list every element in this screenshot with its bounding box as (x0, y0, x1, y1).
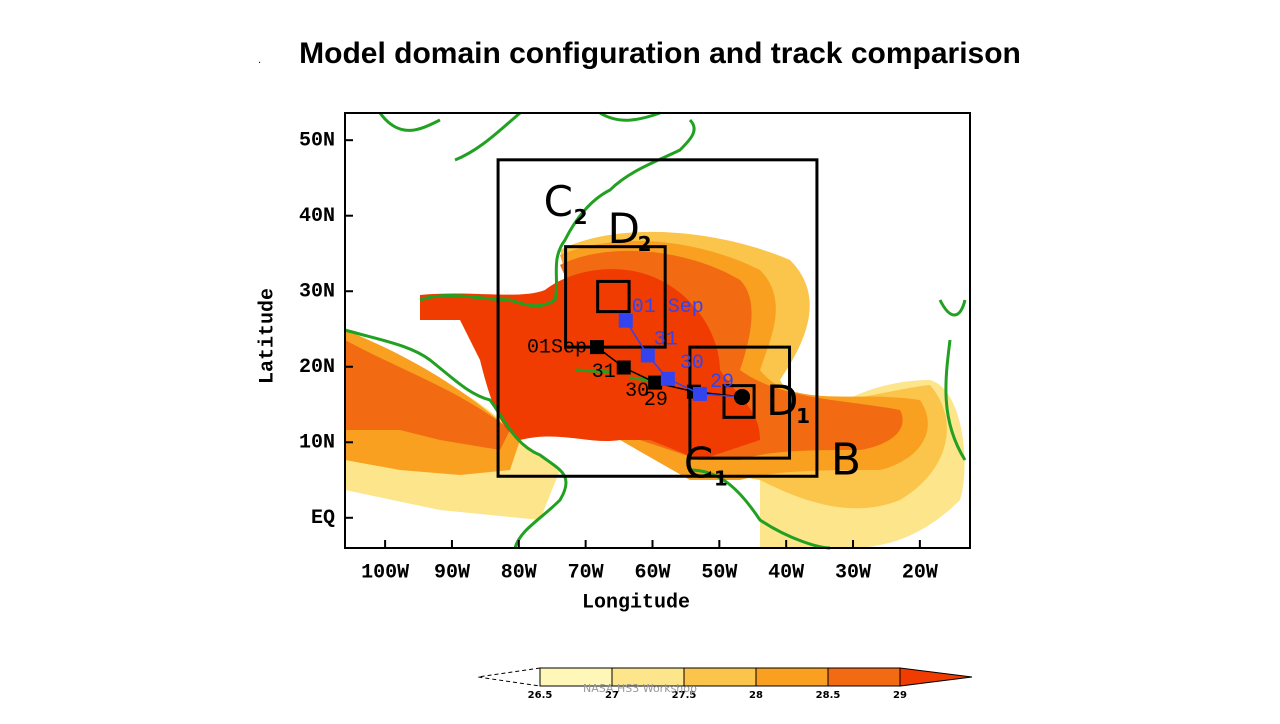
colorbar: 26.5 27 27.5 28 28.5 29 (477, 667, 973, 701)
track-point (640, 348, 655, 363)
colorbar-label: 27.5 (672, 690, 697, 701)
track-point (692, 386, 707, 401)
domain-subscript: 2 (638, 232, 652, 256)
domain-label: C (544, 177, 573, 226)
x-tick-label: 50W (701, 561, 737, 584)
track-label: 30 (680, 352, 704, 375)
track-point (734, 388, 751, 405)
track-label: 29 (644, 389, 668, 412)
y-tick-label: 20N (299, 356, 335, 379)
domain: D2 (596, 204, 652, 314)
x-tick-label: 60W (634, 561, 670, 584)
track-point (590, 340, 605, 355)
colorbar-label: 29 (893, 690, 907, 701)
x-tick-label: 20W (902, 561, 938, 584)
map-frame (344, 112, 971, 549)
colorbar-label: 27 (605, 690, 619, 701)
y-axis-label: Latitude (256, 288, 279, 384)
domain-box (596, 279, 631, 314)
domain: D1 (722, 376, 810, 428)
y-tick-label: EQ (311, 507, 335, 530)
x-tick-label: 40W (768, 561, 804, 584)
track-point (648, 375, 663, 390)
track-label: 01 Sep (632, 296, 704, 319)
track-label: 31 (592, 361, 616, 384)
domain-label: D (766, 376, 798, 425)
domain-box (688, 345, 792, 460)
coastlines (344, 111, 967, 550)
x-tick-label: 70W (568, 561, 604, 584)
colorbar-over (899, 667, 973, 687)
slide-title: Model domain configuration and track com… (299, 37, 1021, 70)
domain-box (722, 384, 756, 419)
domain-box (496, 158, 819, 478)
colorbar-swatch (827, 667, 901, 687)
colorbar-under (477, 667, 541, 687)
domain-subscript: 1 (796, 404, 810, 428)
y-tick-label: 50N (299, 129, 335, 152)
track-label: 01Sep (527, 336, 587, 359)
x-axis-label: Longitude (582, 591, 690, 614)
x-tick-label: 90W (434, 561, 470, 584)
colorbar-label: 26.5 (528, 690, 553, 701)
y-tick-label: 10N (299, 432, 335, 455)
track-point (618, 313, 633, 328)
sst-field (345, 231, 965, 548)
domain-box (564, 245, 667, 349)
track-label: 30 (625, 380, 649, 403)
domain-subscript: 2 (574, 205, 588, 229)
domain: B (496, 158, 861, 485)
domain-label: D (608, 204, 640, 253)
bullet: . (258, 55, 261, 66)
y-tick-label: 30N (299, 281, 335, 304)
domain-label: C (684, 439, 713, 488)
footer: NASA HS3 Workshop (583, 682, 697, 695)
x-tick-label: 80W (501, 561, 537, 584)
x-tick-label: 30W (835, 561, 871, 584)
track-label: 29 (710, 371, 734, 394)
colorbar-swatch (755, 667, 829, 687)
colorbar-label: 28.5 (816, 690, 841, 701)
y-tick-label: 40N (299, 205, 335, 228)
track-point (660, 371, 675, 386)
domain-label: B (831, 434, 861, 485)
track-label: 31 (654, 329, 678, 352)
track-point (616, 360, 631, 375)
colorbar-label: 28 (749, 690, 763, 701)
x-tick-label: 100W (361, 561, 409, 584)
domain-subscript: 1 (714, 467, 728, 491)
